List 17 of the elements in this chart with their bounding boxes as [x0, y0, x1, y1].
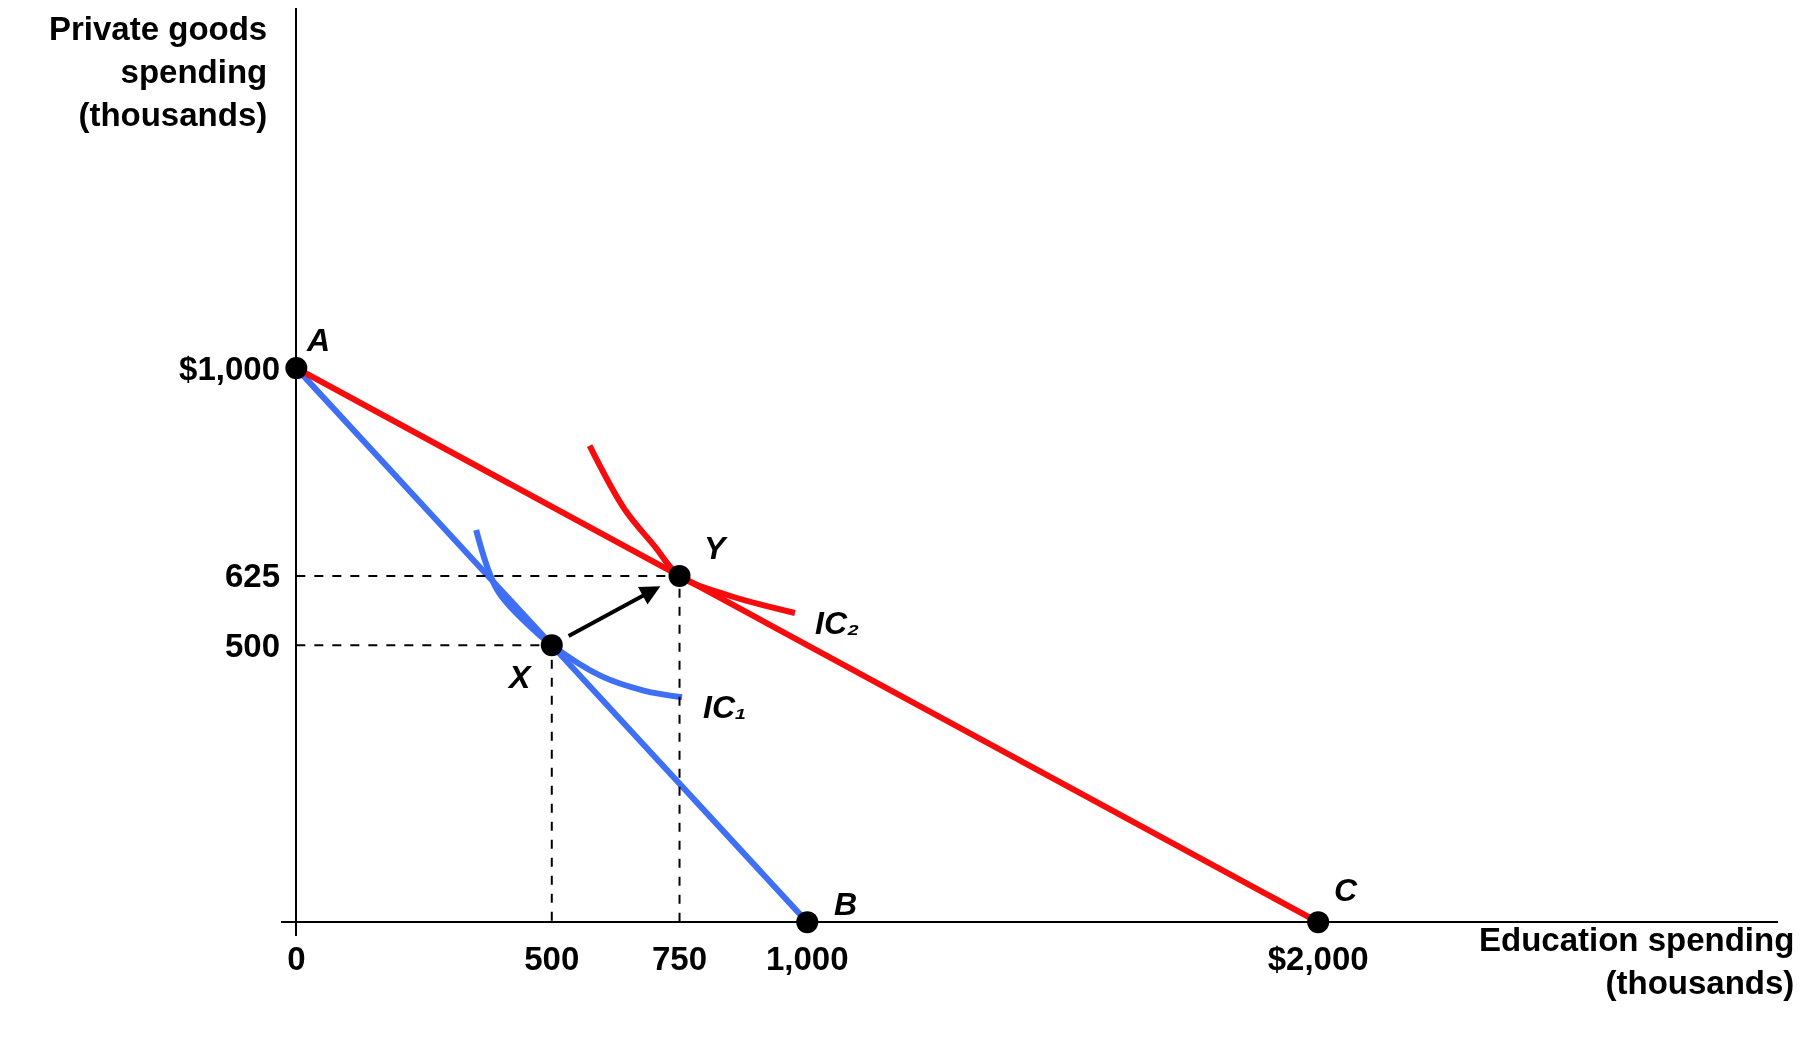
annotation: A	[306, 322, 331, 358]
annotation: Y	[704, 530, 728, 566]
annotation: B	[834, 886, 858, 922]
x-tick-label: 0	[287, 940, 306, 977]
y-tick-label: $1,000	[179, 349, 280, 387]
x-axis-title: Education spending (thousands)	[1479, 921, 1795, 1001]
x-tick-label: 750	[651, 940, 708, 977]
annotation: X	[507, 659, 532, 695]
x-tick-label: 500	[524, 940, 580, 977]
annotation: IC₁	[703, 689, 747, 725]
y-tick-label: 625	[224, 557, 280, 595]
y-tick-label: 500	[224, 626, 280, 664]
annotation: C	[1334, 872, 1358, 908]
y-axis-title: Private goods spending (thousands)	[49, 10, 268, 133]
x-tick-label: $2,000	[1267, 940, 1369, 977]
x-tick-label: 1,000	[765, 940, 849, 977]
annotation: IC₂	[815, 605, 860, 641]
